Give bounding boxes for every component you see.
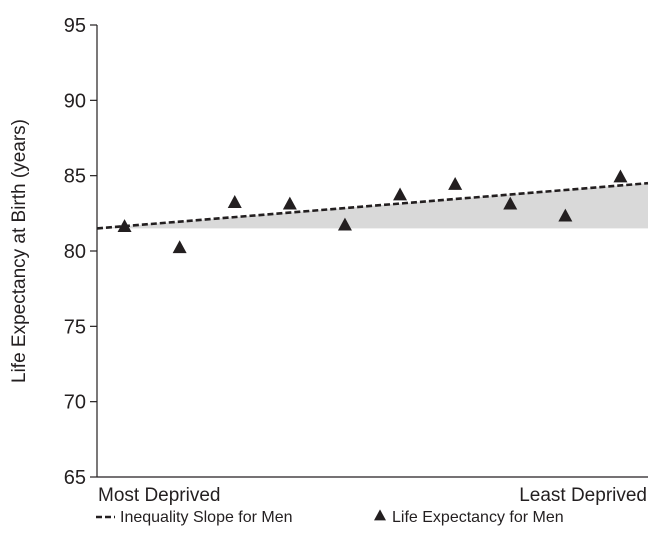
x-label-most-deprived: Most Deprived xyxy=(98,485,221,506)
y-tick-label: 80 xyxy=(64,241,86,263)
legend-label-life-expectancy: Life Expectancy for Men xyxy=(392,509,564,526)
data-point-triangle xyxy=(613,169,628,183)
y-tick-label: 95 xyxy=(64,15,86,37)
data-point-triangle xyxy=(503,196,518,210)
data-point-triangle xyxy=(282,196,297,210)
data-point-triangle xyxy=(117,219,132,233)
data-point-triangle xyxy=(448,176,463,190)
data-point-triangle xyxy=(227,195,242,208)
data-points xyxy=(117,169,628,254)
y-tick-label: 65 xyxy=(64,467,86,489)
data-point-triangle xyxy=(337,217,352,231)
y-tick-label: 70 xyxy=(64,392,86,414)
y-ticks: 65 70 75 80 85 90 95 xyxy=(64,15,97,489)
legend-triangle-icon xyxy=(374,509,386,521)
inequality-slope-line xyxy=(96,181,649,230)
y-tick-label: 85 xyxy=(64,166,86,188)
legend: Inequality Slope for Men Life Expectancy… xyxy=(96,509,564,526)
data-point-triangle xyxy=(393,187,408,201)
y-tick-label: 90 xyxy=(64,90,86,112)
y-tick-label: 75 xyxy=(64,316,86,338)
y-axis-title: Life Expectancy at Birth (years) xyxy=(9,119,30,383)
x-label-least-deprived: Least Deprived xyxy=(519,485,647,506)
legend-label-slope: Inequality Slope for Men xyxy=(120,509,293,526)
data-point-triangle xyxy=(558,208,573,222)
data-point-triangle xyxy=(172,240,187,254)
